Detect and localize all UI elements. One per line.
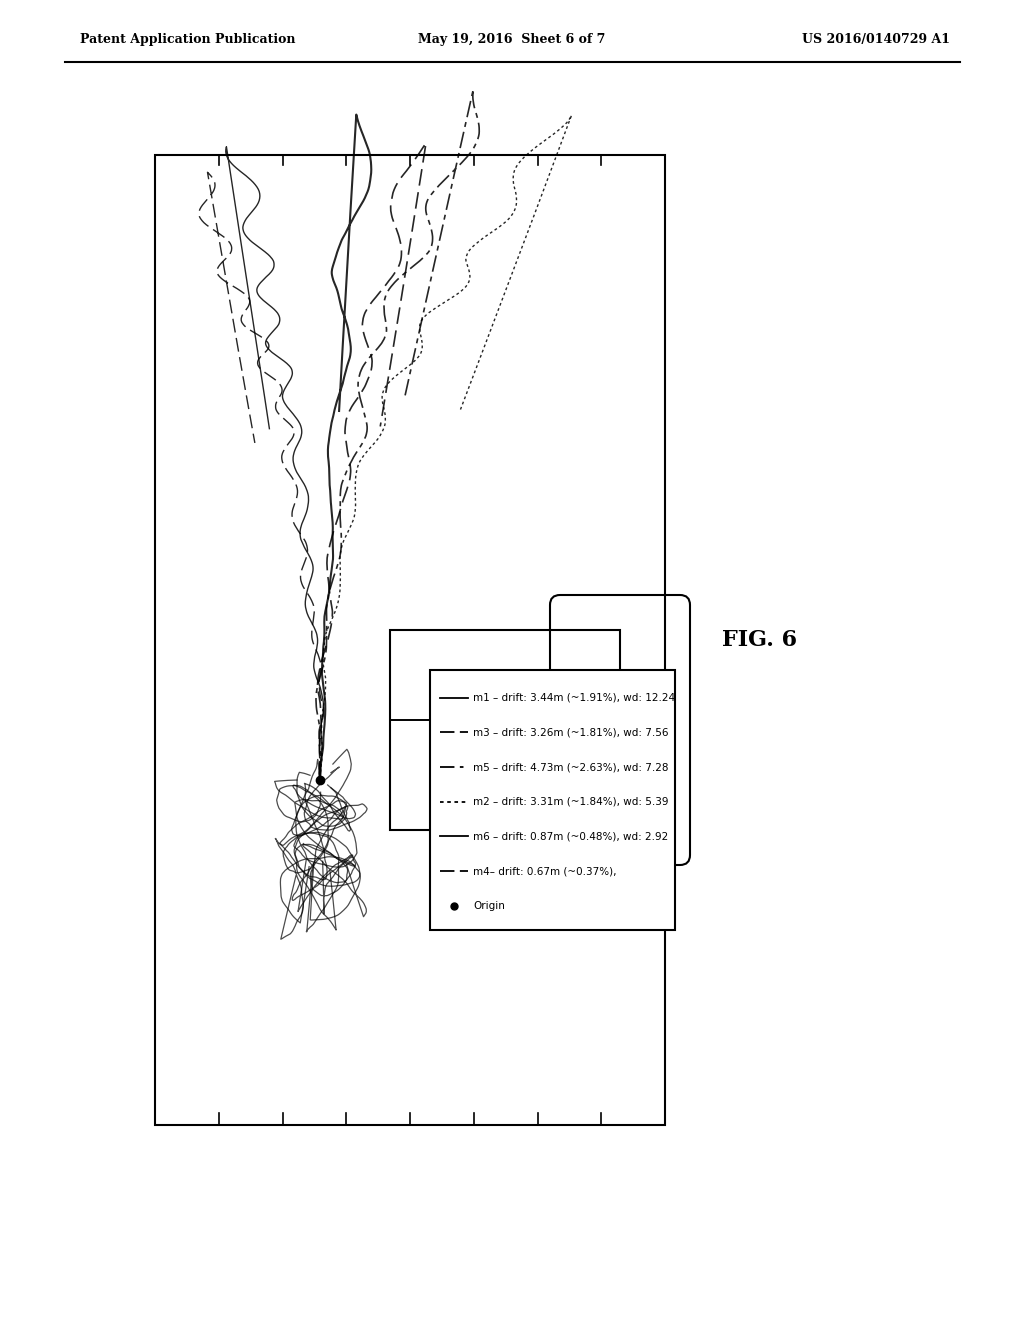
Bar bbox=[390, 719, 494, 830]
Text: Patent Application Publication: Patent Application Publication bbox=[80, 33, 296, 46]
Bar bbox=[390, 630, 620, 719]
Text: FIG. 6: FIG. 6 bbox=[723, 630, 798, 651]
Text: m5 – drift: 4.73m (~2.63%), wd: 7.28: m5 – drift: 4.73m (~2.63%), wd: 7.28 bbox=[473, 762, 669, 772]
Text: May 19, 2016  Sheet 6 of 7: May 19, 2016 Sheet 6 of 7 bbox=[419, 33, 605, 46]
Text: m4– drift: 0.67m (~0.37%),: m4– drift: 0.67m (~0.37%), bbox=[473, 866, 616, 876]
Text: m3 – drift: 3.26m (~1.81%), wd: 7.56: m3 – drift: 3.26m (~1.81%), wd: 7.56 bbox=[473, 727, 669, 738]
Bar bbox=[494, 719, 620, 830]
Bar bbox=[390, 630, 620, 830]
Bar bbox=[155, 154, 665, 1125]
Text: m1 – drift: 3.44m (~1.91%), wd: 12.24: m1 – drift: 3.44m (~1.91%), wd: 12.24 bbox=[473, 693, 675, 702]
Text: Origin: Origin bbox=[473, 900, 505, 911]
Bar bbox=[430, 671, 675, 931]
Text: m6 – drift: 0.87m (~0.48%), wd: 2.92: m6 – drift: 0.87m (~0.48%), wd: 2.92 bbox=[473, 832, 669, 841]
Text: m2 – drift: 3.31m (~1.84%), wd: 5.39: m2 – drift: 3.31m (~1.84%), wd: 5.39 bbox=[473, 797, 669, 807]
Text: US 2016/0140729 A1: US 2016/0140729 A1 bbox=[802, 33, 950, 46]
